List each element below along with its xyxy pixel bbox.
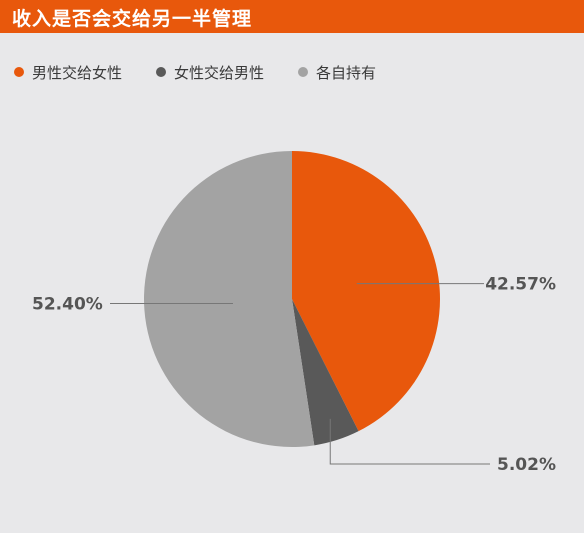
slice-separate: [144, 151, 315, 447]
slice-male-to-female: [292, 151, 440, 432]
data-label-separate: 52.40%: [32, 294, 103, 314]
legend-swatch-female-to-male: [156, 67, 167, 77]
legend-item-female-to-male: 女性交给男性: [156, 62, 264, 83]
leader-line-female-to-male: [329, 418, 490, 465]
legend-item-separate: 各自持有: [298, 62, 376, 83]
data-label-female-to-male: 5.02%: [497, 455, 556, 475]
legend-swatch-separate: [298, 67, 309, 77]
page-title: 收入是否会交给另一半管理: [12, 8, 253, 30]
legend-item-male-to-female: 男性交给女性: [14, 62, 122, 83]
legend: 男性交给女性 女性交给男性 各自持有: [14, 60, 410, 84]
legend-label-separate: 各自持有: [316, 63, 377, 82]
data-label-male-to-female: 42.57%: [485, 275, 556, 295]
legend-label-male-to-female: 男性交给女性: [32, 63, 123, 82]
slice-female-to-male: [292, 299, 359, 446]
legend-swatch-male-to-female: [14, 67, 24, 77]
title-bar: 收入是否会交给另一半管理: [0, 0, 584, 33]
legend-label-female-to-male: 女性交给男性: [174, 63, 265, 82]
